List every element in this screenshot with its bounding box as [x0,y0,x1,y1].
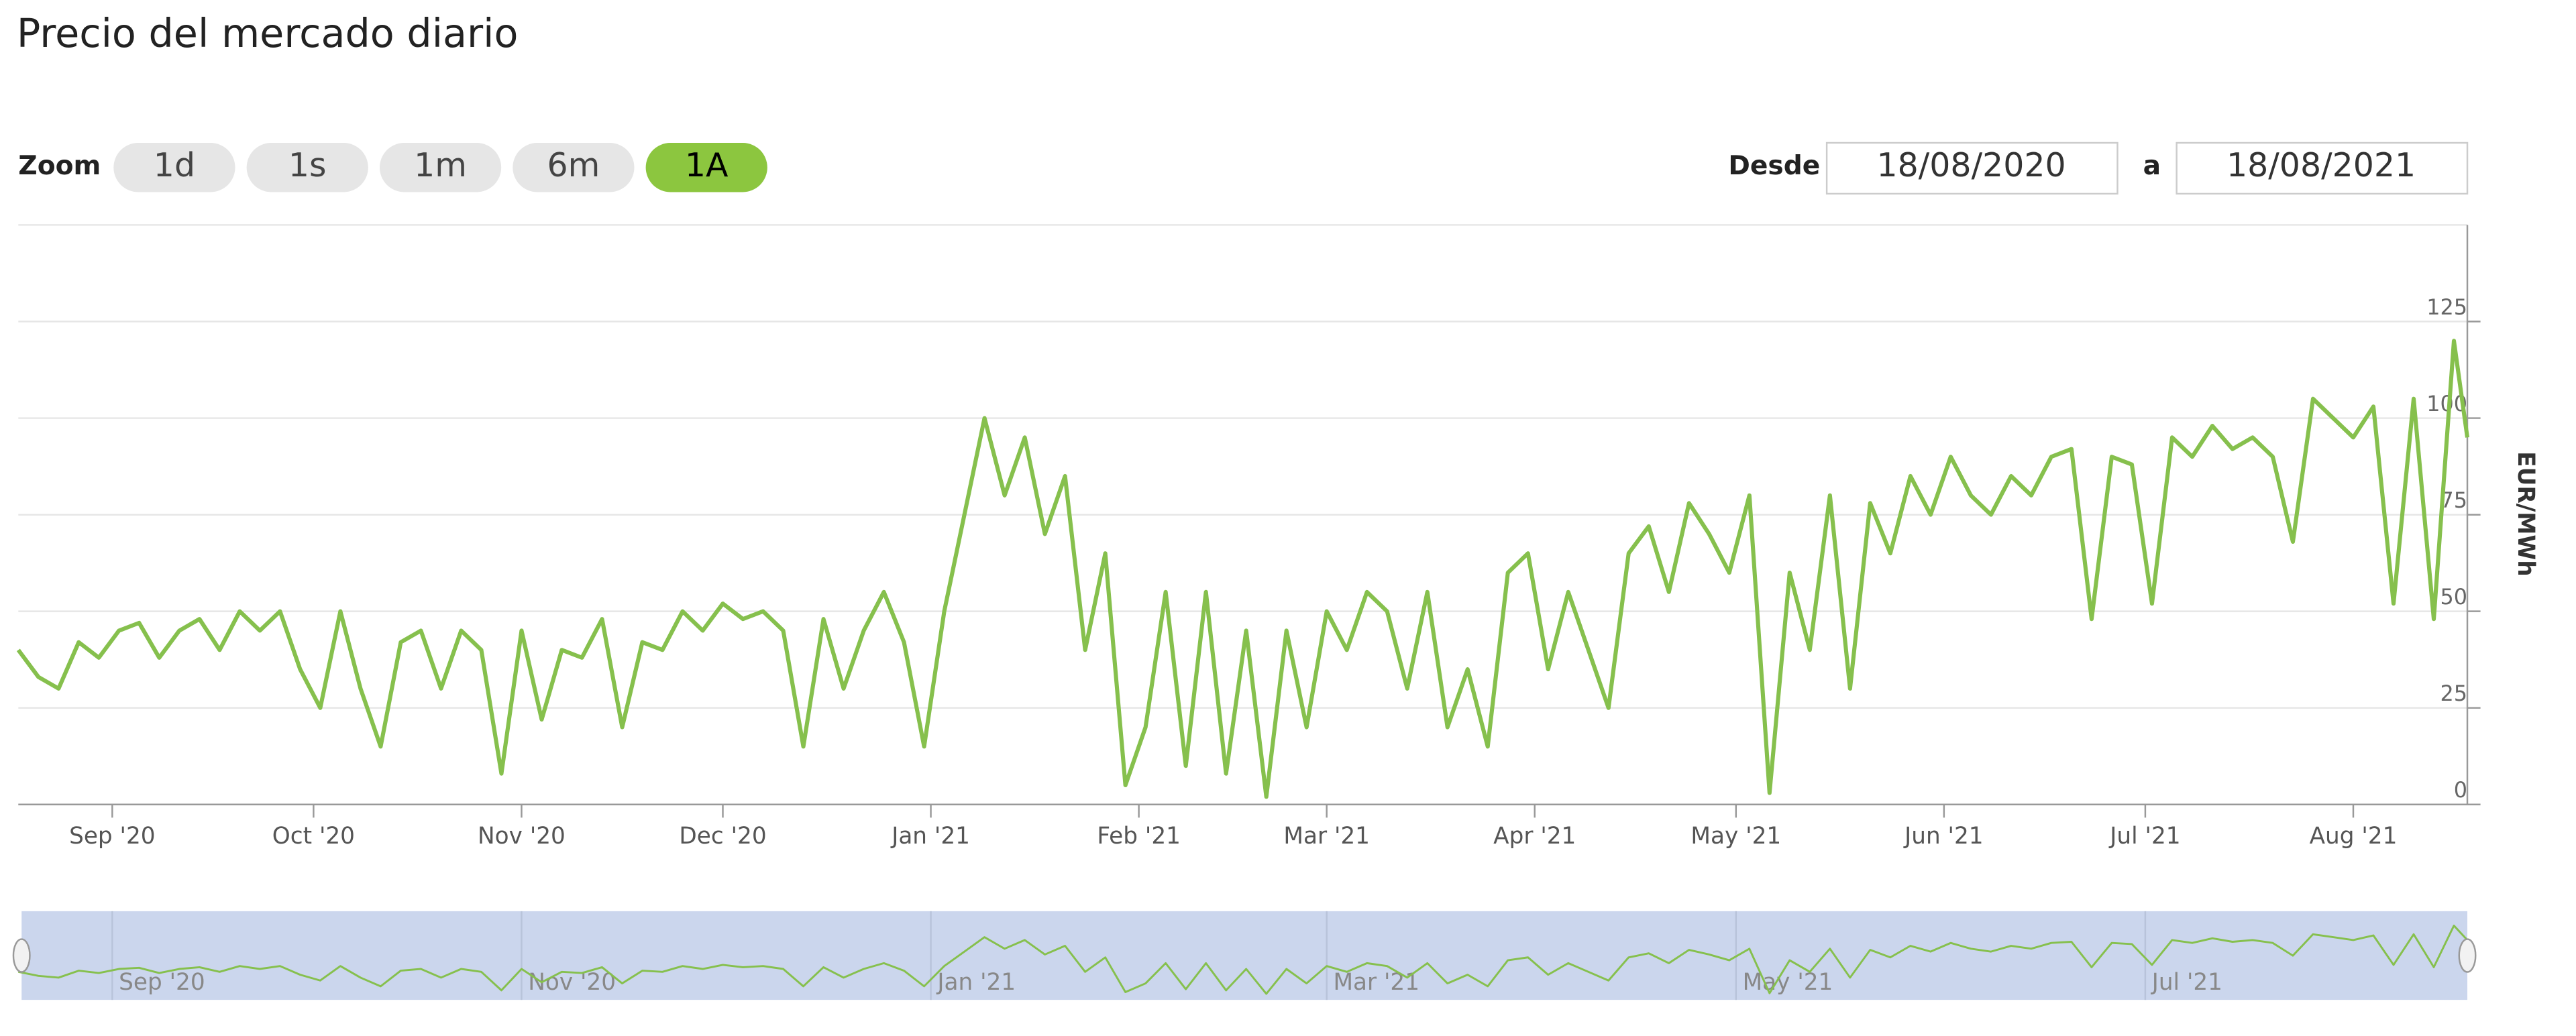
x-tick-label: Jan '21 [890,823,970,850]
from-input[interactable] [1825,141,2118,195]
navigator-tick-label: May '21 [1743,969,1833,996]
zoom-button[interactable] [113,143,235,192]
navigator-tick-label: Sep '20 [119,969,205,996]
x-tick-label: Nov '20 [478,823,566,850]
zoom-button-label: 1s [288,146,327,184]
x-tick-label: Aug '21 [2310,823,2398,850]
zoom-button[interactable] [645,143,767,192]
navigator-tick-label: Jan '21 [936,969,1016,996]
y-tick-label: 25 [2440,681,2468,706]
navigator-tick-label: Mar '21 [1333,969,1419,996]
x-tick-label: Jul '21 [2108,823,2180,850]
chart-title: Precio del mercado diario [17,10,519,56]
zoom-button-label: 6m [547,146,600,184]
x-tick-label: Sep '20 [69,823,156,850]
zoom-button[interactable] [246,143,368,192]
x-tick-label: Oct '20 [272,823,355,850]
x-tick-label: Dec '20 [679,823,766,850]
price-line [16,339,2470,799]
to-input[interactable] [2176,141,2469,195]
from-date: 18/08/2020 [1876,146,2065,184]
from-label: Desde [1728,151,1820,181]
navigator-mask [21,911,2468,1000]
to-date: 18/08/2021 [2226,146,2416,184]
to-label: a [2143,151,2161,181]
y-tick-label: 50 [2440,584,2468,610]
x-tick-label: May '21 [1690,823,1781,850]
y-tick-label: 0 [2454,777,2467,803]
zoom-button-label: 1d [154,146,195,184]
x-tick-label: Feb '21 [1097,823,1181,850]
y-tick-label: 125 [2426,294,2467,320]
y-axis-title: EUR/MWh [2512,451,2539,576]
x-tick-label: Mar '21 [1283,823,1370,850]
navigator-tick-label: Jul '21 [2151,969,2222,996]
zoom-button-label: 1m [414,146,467,184]
zoom-button[interactable] [379,143,502,192]
zoom-button[interactable] [513,143,635,192]
navigator-line [18,924,2469,995]
zoom-label: Zoom [18,151,101,181]
navigator-handle[interactable] [12,938,31,973]
x-tick-label: Apr '21 [1493,823,1576,850]
x-tick-label: Jun '21 [1903,823,1983,850]
navigator-handle[interactable] [2458,938,2477,973]
zoom-button-label: 1A [685,146,729,184]
